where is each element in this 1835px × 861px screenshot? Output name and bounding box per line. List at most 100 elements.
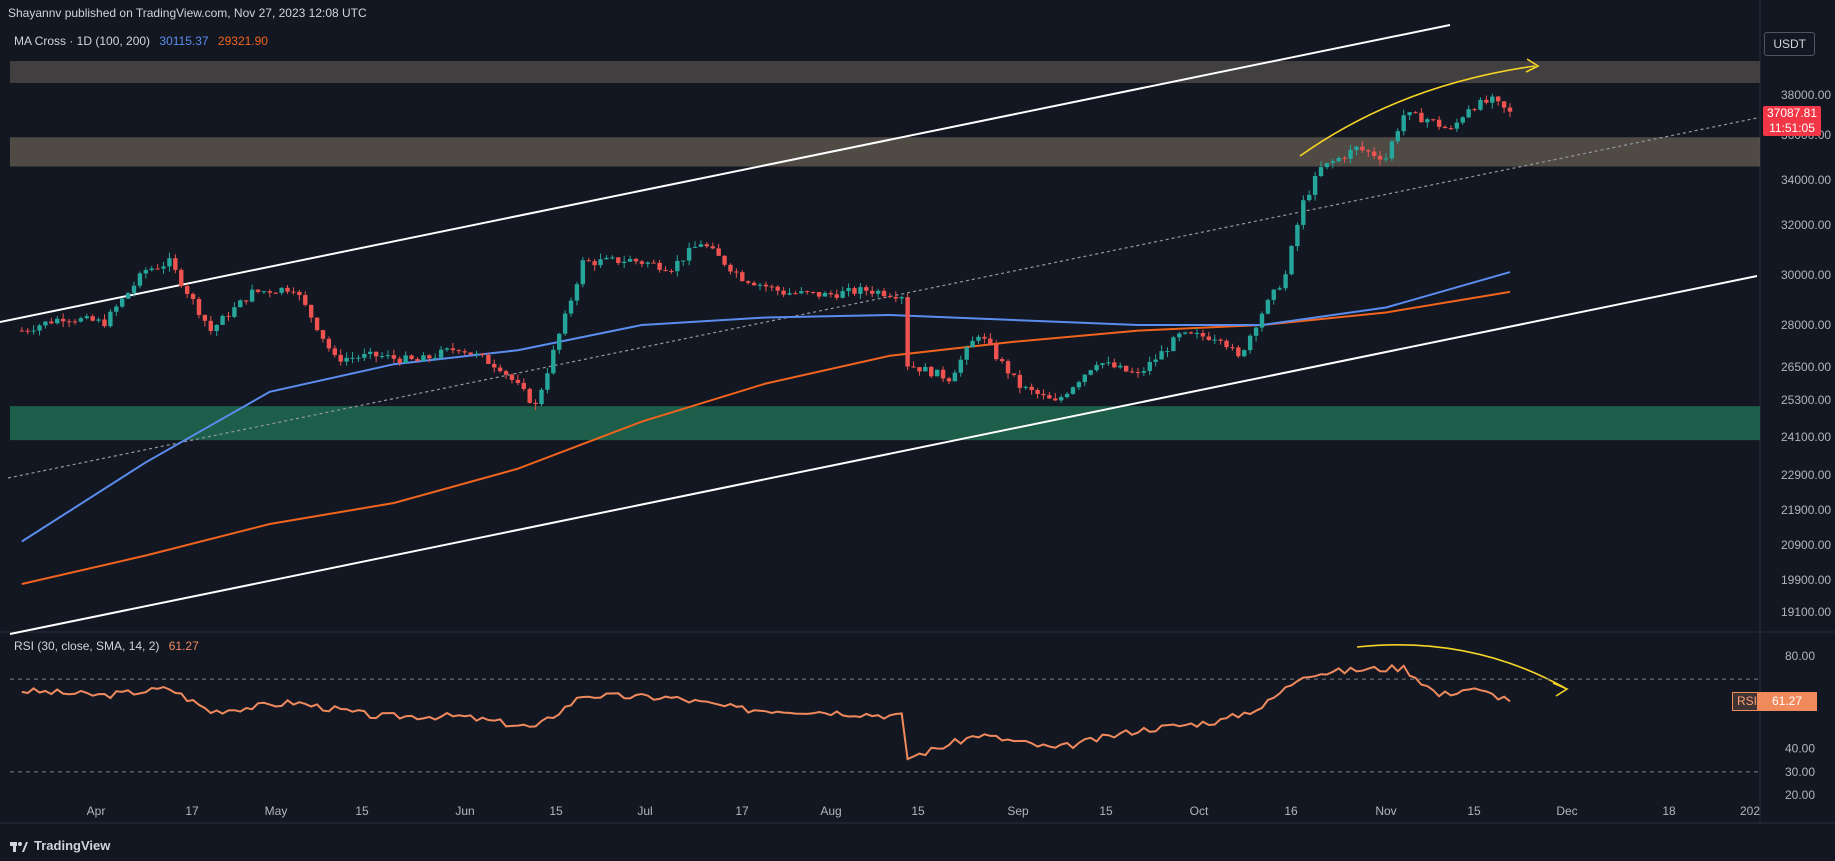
candle-body [385, 355, 391, 357]
candle-body [31, 330, 36, 332]
ma-cross-legend[interactable]: MA Cross · 1D (100, 200) 30115.37 29321.… [14, 34, 268, 48]
candle-body [391, 355, 397, 359]
candle-body [356, 357, 361, 359]
rsi-lower-high-arrow [1356, 644, 1566, 689]
rsi-legend[interactable]: RSI (30, close, SMA, 14, 2) 61.27 [14, 639, 199, 653]
candle-body [326, 338, 332, 349]
candle-body [108, 311, 113, 327]
candle-body [450, 348, 456, 351]
candle-body [78, 318, 84, 322]
price-tick-label: 22900.00 [1781, 468, 1831, 482]
candle-body [427, 355, 432, 359]
candle-body [539, 389, 544, 405]
candle-body [911, 366, 916, 368]
candle-body [604, 257, 609, 260]
rsi-tick-label: 40.00 [1785, 742, 1815, 756]
candle-body [1182, 332, 1188, 334]
last-price: 37087.81 [1766, 106, 1818, 120]
candle-body [1153, 359, 1158, 362]
time-axis[interactable]: Apr 17 May 15 Jun 15 Jul 17 Aug 15 Sep 15 Oct 16 Nov 15… [87, 804, 1761, 818]
candle-body [149, 268, 154, 271]
candle-body [527, 388, 532, 403]
candle-body [279, 287, 284, 293]
rsi-tick-label: 80.00 [1785, 649, 1815, 663]
time-tick-label: May [265, 804, 288, 818]
candle-body [173, 258, 178, 270]
ma200-value: 29321.90 [217, 34, 268, 48]
candle-body [698, 244, 704, 247]
candle-body [167, 258, 172, 267]
candle-body [580, 260, 586, 285]
candle-body [627, 258, 633, 262]
candle-body [497, 367, 503, 372]
candle-body [1271, 289, 1276, 300]
candle-body [1301, 200, 1306, 225]
candle-body [1407, 112, 1412, 116]
candle-body [568, 300, 574, 314]
candle-body [409, 355, 414, 360]
time-tick-label: 15 [549, 804, 563, 818]
candle-body [515, 379, 521, 383]
candle-body [551, 349, 556, 374]
candle-body [255, 289, 261, 292]
candle-body [503, 371, 509, 375]
candle-body [120, 298, 125, 307]
candle-body [929, 366, 934, 377]
candle-body [999, 359, 1005, 362]
candle-body [1064, 393, 1070, 398]
candle-body [1023, 386, 1028, 388]
tradingview-logo-icon [10, 841, 28, 852]
candle-body [1419, 112, 1424, 123]
candle-body [846, 288, 851, 292]
brand-name: TradingView [34, 838, 111, 853]
time-tick-label: 15 [1467, 804, 1481, 818]
candle-body [1011, 373, 1017, 375]
candle-body [1354, 146, 1359, 150]
candle-body [633, 258, 639, 262]
candle-body [1200, 332, 1206, 337]
rsi-badge-name: RSI [1732, 692, 1763, 711]
candle-body [1047, 395, 1052, 399]
candle-body [486, 354, 491, 364]
footer-brand[interactable]: TradingView [10, 838, 110, 853]
candle-body [1348, 149, 1353, 159]
candle-body [1478, 99, 1483, 110]
time-tick-label: Aug [820, 804, 841, 818]
time-tick-label: 17 [735, 804, 749, 818]
candle-body [273, 292, 278, 294]
candle-body [1283, 274, 1288, 289]
price-tick-label: 25300.00 [1781, 393, 1831, 407]
candle-body [621, 261, 627, 263]
candle-body [220, 315, 225, 325]
time-tick-label: Oct [1190, 804, 1209, 818]
candle-body [308, 304, 314, 318]
candle-body [976, 336, 981, 341]
rsi-legend-value: 61.27 [168, 639, 199, 653]
candle-body [757, 284, 763, 286]
time-tick-label: 202 [1740, 804, 1760, 818]
candle-body [297, 291, 302, 296]
candle-body [143, 270, 149, 274]
candle-body [1188, 332, 1194, 334]
candle-body [1342, 157, 1347, 159]
candle-body [787, 293, 792, 295]
mid-channel-dotted-line [7, 117, 1758, 479]
zone-0 [10, 61, 1760, 83]
candle-body [639, 261, 645, 264]
candle-body [1324, 162, 1330, 168]
candle-body [533, 402, 538, 405]
candle-body [663, 269, 668, 271]
candle-body [60, 318, 66, 322]
candle-body [190, 293, 196, 300]
candle-body [545, 373, 550, 390]
candle-body [474, 353, 479, 355]
publish-header: Shayannv published on TradingView.com, N… [8, 6, 367, 20]
price-tick-label: 32000.00 [1781, 218, 1831, 232]
candle-body [686, 247, 692, 261]
candle-body [208, 320, 213, 332]
rsi-line [21, 663, 1511, 761]
price-tick-label: 38000.00 [1781, 88, 1831, 102]
currency-unit-button[interactable]: USDT [1764, 32, 1815, 56]
legend-label: MA Cross · 1D (100, 200) [14, 34, 151, 48]
